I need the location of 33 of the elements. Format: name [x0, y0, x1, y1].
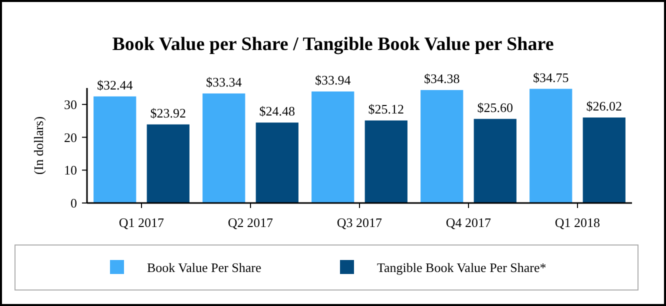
bar	[94, 96, 136, 203]
data-label: $34.75	[532, 70, 569, 85]
x-tick-label: Q1 2017	[118, 215, 165, 230]
bar	[420, 90, 464, 203]
data-label: $25.60	[477, 100, 514, 115]
bar	[312, 91, 354, 203]
legend-label: Tangible Book Value Per Share*	[377, 260, 546, 275]
x-tick-label: Q2 2017	[228, 215, 274, 230]
x-tick-label: Q4 2017	[446, 215, 492, 230]
data-label: $33.34	[206, 74, 242, 90]
data-label: $33.94	[314, 72, 352, 88]
bar	[202, 93, 246, 203]
legend-label: Book Value Per Share	[147, 260, 262, 275]
bar	[530, 88, 572, 203]
y-tick-label: 30	[64, 96, 77, 112]
y-tick-label: 10	[64, 162, 77, 178]
bar	[256, 122, 298, 203]
bar	[474, 118, 516, 203]
data-label: $34.38	[424, 71, 460, 86]
bar	[364, 120, 408, 203]
bar	[146, 124, 190, 203]
data-label: $26.02	[586, 98, 622, 114]
y-tick-label: 0	[70, 196, 77, 210]
data-label: $25.12	[368, 101, 404, 116]
x-tick-label: Q3 2017	[336, 215, 383, 230]
y-tick-label: 20	[64, 130, 77, 145]
x-tick-label: Q1 2018	[554, 215, 600, 230]
y-axis-title: (In dollars)	[31, 116, 46, 175]
data-label: $32.44	[96, 77, 134, 92]
chart-title: Book Value per Share / Tangible Book Value per Share	[112, 34, 554, 55]
data-label: $23.92	[150, 105, 186, 120]
bar	[582, 118, 626, 203]
data-label: $24.48	[259, 104, 296, 119]
